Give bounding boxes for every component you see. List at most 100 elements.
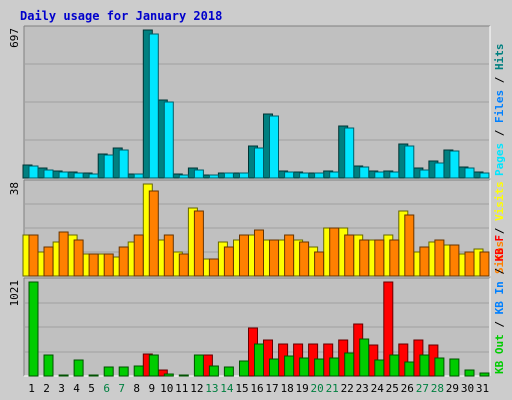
x-tick-label: 18 [280,382,293,395]
bar: Sites 24: 15 [374,239,385,277]
x-tick-label: 8 [133,382,140,395]
x-tick-label: 29 [446,382,459,395]
x-tick-label: 26 [401,382,414,395]
bar: KB Out 4: 175 [73,359,84,377]
x-tick-label: 10 [160,382,173,395]
legend-separator: / [493,221,506,241]
bar: Pages 6: 110 [103,154,114,179]
bar: Sites 19: 14 [299,241,310,277]
bar: Pages 5: 18 [88,173,99,179]
series-hits: Hits 1: 60Hits 2: 45Hits 3: 32Hits 4: 26… [22,29,484,179]
bar: KB Out 24: 175 [374,359,385,377]
bar: Sites 8: 17 [133,234,144,277]
bar: Pages 10: 360 [163,101,174,179]
bar: Pages 20: 22 [314,172,325,179]
bar: Sites 14: 12 [223,246,234,277]
bar: Pages 14: 22 [223,172,234,179]
legend-entry: KB F [493,235,506,262]
bar: Pages 17: 290 [269,115,279,179]
bar: KB Out 25: 230 [389,354,400,377]
bar: KB F 25: 1050 [383,281,394,377]
legend-entry: Files [493,90,506,123]
bar: KB Out 26: 155 [404,361,415,377]
bar: Sites 17: 15 [269,239,279,277]
legend-entry: Sites [493,241,506,274]
bar: KB Out 6: 95 [103,366,114,377]
x-tick-label: 9 [148,382,155,395]
bar: Pages 12: 40 [193,169,204,179]
bar: KB Out 11: 10 [178,374,189,377]
legend: KB Out / KB In / KB F [493,235,506,374]
bar: KB Out 1: 1021 [28,281,39,377]
x-tick-label: 16 [250,382,263,395]
bar: KB Out 10: 20 [163,373,174,377]
bar: Sites 20: 10 [314,251,325,277]
chart-title: Daily usage for January 2018 [20,9,222,23]
bar: Pages 27: 40 [419,169,430,179]
x-tick-label: 23 [356,382,369,395]
bar: KB Out 27: 230 [419,354,430,377]
y-max-label: 697 [8,28,21,48]
bar: Sites 21: 20 [329,227,340,277]
legend-entry: Visits [493,181,506,221]
bar: Pages 18: 30 [284,171,295,179]
panel-2: 38Visits 1: 17Visits 2: 10Visits 3: 14Vi… [8,179,506,277]
bar: Pages 7: 130 [118,149,129,179]
x-tick-label: 21 [326,382,339,395]
bar: Pages 4: 22 [73,172,84,179]
x-tick-label: 17 [265,382,278,395]
bar: Sites 10: 17 [163,234,174,277]
bar: Sites 3: 18 [58,231,69,277]
panel-1: 697Hits 1: 60Hits 2: 45Hits 3: 32Hits 4:… [8,25,506,179]
series-pages: Pages 1: 55 Pages 2: 40 Pages 3: 28 Pages 4… [28,33,490,179]
x-tick-label: 24 [371,382,385,395]
bar: Pages 11: 15 [178,174,189,179]
legend: Sites / Visits [493,181,506,274]
legend-separator: / [493,314,506,334]
bar: Sites 11: 9 [178,253,189,277]
x-tick-label: 11 [175,382,188,395]
x-tick-label: 14 [220,382,234,395]
bar: KB Out 13: 110 [208,365,219,377]
bar: KB Out 16: 350 [254,343,264,377]
x-tick-label: 15 [235,382,248,395]
x-tick-label: 2 [43,382,50,395]
bar: Pages 24: 30 [374,171,385,179]
bar: Pages 25: 30 [389,171,400,179]
series-sites: Sites 1: 17 Sites 2: 12 Sites 3: 18 Sites 4… [28,190,490,277]
x-tick-label: 22 [341,382,354,395]
bar: Pages 22: 235 [344,127,355,179]
legend-entry: Hits [493,44,506,71]
bar: Sites 25: 15 [389,239,400,277]
x-tick-label: 3 [58,382,65,395]
bar: KB Out 19: 200 [299,357,310,377]
bar: Pages 1: 55 [28,165,39,179]
bar: Pages 9: 680 [148,33,159,179]
legend-separator: / [493,70,506,90]
legend-entry: KB In [493,281,506,314]
panel-3: 1021 KB F 9: 240KB F 10: 60KB F 13: 230KB… [8,235,506,377]
bar: Sites 27: 12 [419,246,430,277]
bar: Sites 23: 15 [359,239,370,277]
x-tick-label: 27 [416,382,429,395]
y-max-label: 1021 [8,280,21,307]
bar: KB Out 14: 100 [223,366,234,377]
chart-panels: 697Hits 1: 60Hits 2: 45Hits 3: 32Hits 4:… [8,25,506,377]
legend-separator: / [493,123,506,143]
bar: Sites 5: 9 [88,253,99,277]
series-kb-f: KB F 9: 240KB F 10: 60KB F 13: 230KB F 1… [142,281,439,377]
bar: KB Out 9: 230 [148,354,159,377]
bar: KB Out 31: 30 [479,372,490,377]
x-tick-label: 12 [190,382,203,395]
bar: Pages 30: 48 [464,167,475,179]
x-tick-label: 6 [103,382,110,395]
x-tick-label: 30 [461,382,474,395]
bar: KB Out 21: 200 [329,357,340,377]
x-tick-label: 7 [118,382,125,395]
x-tick-label: 4 [73,382,80,395]
x-tick-label: 13 [205,382,218,395]
x-tick-label: 1 [28,382,35,395]
bar: KB Out 2: 230 [43,354,54,377]
bar: Sites 29: 13 [449,244,460,277]
